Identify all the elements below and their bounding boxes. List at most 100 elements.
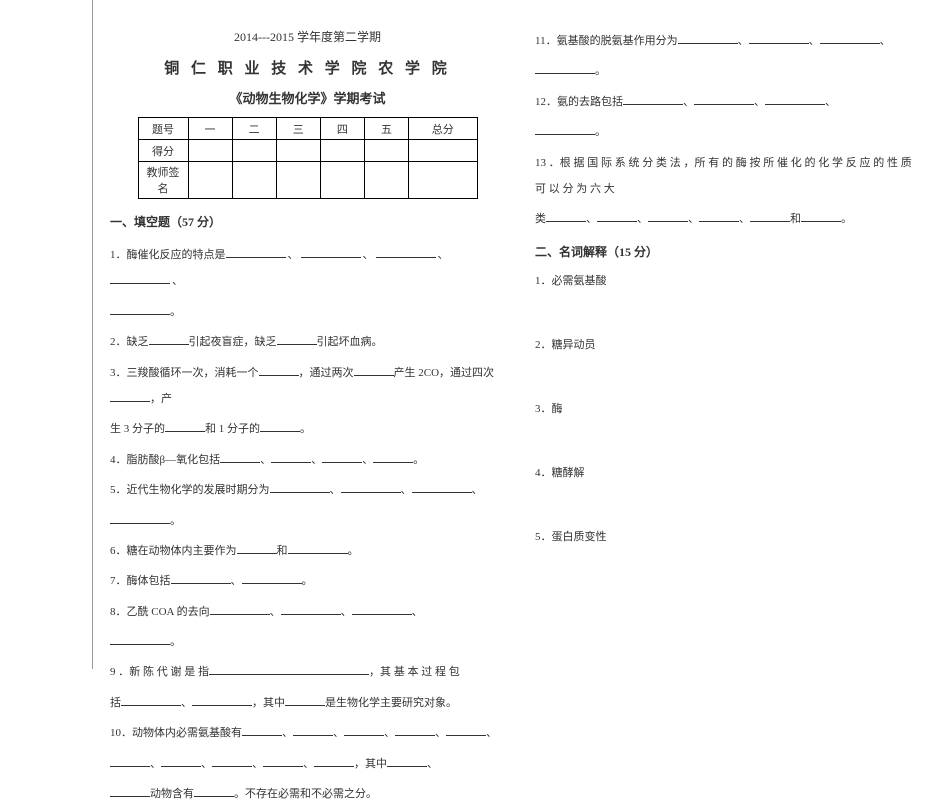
blank: [446, 724, 486, 736]
cell: [276, 162, 320, 199]
blank: [237, 542, 277, 554]
term-3: 3．酶: [535, 400, 915, 416]
blank: [271, 451, 311, 463]
q11-text: 11．氨基酸的脱氨基作用分为: [535, 35, 678, 47]
blank: [285, 694, 325, 706]
blank: [373, 451, 413, 463]
q9-d: ，其中: [252, 697, 285, 709]
blank: [341, 481, 401, 493]
blank: [623, 93, 683, 105]
q2-b: 引起夜盲症，缺乏: [189, 336, 277, 348]
q2-c: 引起坏血病。: [317, 336, 383, 348]
term-2: 2．糖异动员: [535, 336, 915, 352]
cell: [409, 140, 477, 162]
term-1: 1．必需氨基酸: [535, 272, 915, 288]
blank: [110, 755, 150, 767]
q3b: 生 3 分子的和 1 分子的。: [110, 416, 505, 442]
q6: 6．糖在动物体内主要作为和。: [110, 538, 505, 564]
q9-c: 括: [110, 697, 121, 709]
blank: [354, 364, 394, 376]
blank: [161, 755, 201, 767]
school-name: 铜 仁 职 业 技 术 学 院 农 学 院: [110, 57, 505, 78]
cell: [364, 140, 408, 162]
q5b: 。: [110, 508, 505, 534]
course-title: 《动物生物化学》学期考试: [110, 88, 505, 107]
blank: [699, 210, 739, 222]
table-row: 得分: [138, 140, 477, 162]
blank: [192, 694, 252, 706]
q10c: 动物含有 。不存在必需和不必需之分。: [110, 781, 505, 807]
q1-text: 1．酶催化反应的特点是: [110, 249, 226, 261]
blank: [149, 333, 189, 345]
q13: 13 ．根 据 国 际 系 统 分 类 法 ，所 有 的 酶 按 所 催 化 的…: [535, 150, 915, 203]
q8-text: 8．乙酰 COA 的去向: [110, 606, 210, 618]
q9-e: 是生物化学主要研究对象。: [325, 697, 457, 709]
cell: [364, 162, 408, 199]
table-row: 题号 一 二 三 四 五 总分: [138, 118, 477, 140]
blank: [765, 93, 825, 105]
blank: [220, 451, 260, 463]
term-5: 5．蛋白质变性: [535, 528, 915, 544]
term-4: 4．糖酵解: [535, 464, 915, 480]
th-5: 五: [364, 118, 408, 140]
cell: [320, 140, 364, 162]
q9-a: 9 ．新 陈 代 谢 是 指: [110, 666, 209, 678]
q10-a: 10．动物体内必需氨基酸有: [110, 727, 242, 739]
blank: [412, 481, 472, 493]
cell: [276, 140, 320, 162]
q3-e: 生 3 分子的: [110, 423, 165, 435]
q13b: 类、、、、和。: [535, 206, 915, 232]
cell: [188, 140, 232, 162]
blank: [535, 62, 595, 74]
blank: [387, 755, 427, 767]
blank: [110, 390, 150, 402]
q12: 12．氨的去路包括、、、: [535, 89, 915, 115]
blank: [260, 420, 300, 432]
q10-d: 。不存在必需和不必需之分。: [234, 788, 377, 800]
q13-c: 和: [790, 213, 801, 225]
blank: [749, 32, 809, 44]
cell: [320, 162, 364, 199]
th-number: 题号: [138, 118, 188, 140]
q9-b: ，其 基 本 过 程 包: [369, 666, 460, 678]
blank: [263, 755, 303, 767]
blank: [314, 755, 354, 767]
q3-c: 产生 2CO，通过四次: [394, 367, 495, 379]
score-table: 题号 一 二 三 四 五 总分 得分 教师签名: [138, 117, 478, 199]
row-score-label: 得分: [138, 140, 188, 162]
q1: 1．酶催化反应的特点是、、、、: [110, 242, 505, 295]
q4-text: 4．脂肪酸β—氧化包括: [110, 454, 220, 466]
q10-c: 动物含有: [150, 788, 194, 800]
blank: [210, 603, 270, 615]
q6-a: 6．糖在动物体内主要作为: [110, 545, 237, 557]
q11b: 。: [535, 58, 915, 84]
q5: 5．近代生物化学的发展时期分为、、、: [110, 477, 505, 503]
blank: [344, 724, 384, 736]
blank: [678, 32, 738, 44]
q9: 9 ．新 陈 代 谢 是 指 ，其 基 本 过 程 包: [110, 659, 505, 685]
blank: [121, 694, 181, 706]
th-4: 四: [320, 118, 364, 140]
q12-text: 12．氨的去路包括: [535, 96, 623, 108]
cell: [409, 162, 477, 199]
q13-b: 类: [535, 213, 546, 225]
q4: 4．脂肪酸β—氧化包括、、、。: [110, 447, 505, 473]
blank: [820, 32, 880, 44]
q3-d: ，产: [150, 393, 172, 405]
blank: [110, 272, 170, 284]
blank: [242, 572, 302, 584]
blank: [212, 755, 252, 767]
q12b: 。: [535, 119, 915, 145]
blank: [270, 481, 330, 493]
q5-text: 5．近代生物化学的发展时期分为: [110, 484, 270, 496]
blank: [209, 663, 369, 675]
q11: 11．氨基酸的脱氨基作用分为、、、: [535, 28, 915, 54]
blank: [226, 246, 286, 258]
right-column: 11．氨基酸的脱氨基作用分为、、、 。 12．氨的去路包括、、、 。 13 ．根…: [535, 28, 915, 811]
q9b: 括、，其中是生物化学主要研究对象。: [110, 690, 505, 716]
cell: [232, 162, 276, 199]
blank: [281, 603, 341, 615]
q2: 2．缺乏引起夜盲症，缺乏引起坏血病。: [110, 329, 505, 355]
academic-year: 2014---2015 学年度第二学期: [110, 28, 505, 45]
blank: [322, 451, 362, 463]
